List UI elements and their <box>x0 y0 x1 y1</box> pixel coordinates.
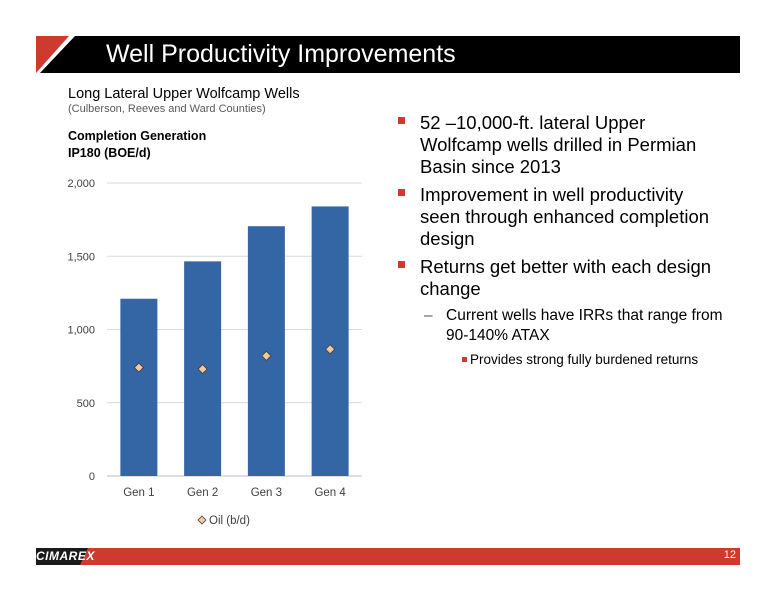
series-title-line1: Completion Generation <box>68 129 207 143</box>
chart-subtitle: (Culberson, Reeves and Ward Counties) <box>68 103 266 115</box>
bar <box>311 206 349 476</box>
bullet-item: Improvement in well productivity seen th… <box>398 184 728 250</box>
bullet-item: Returns get better with each design chan… <box>398 256 728 300</box>
bullet-marker-icon <box>398 117 405 124</box>
bullet-text: Improvement in well productivity seen th… <box>420 184 710 249</box>
bar <box>120 298 158 476</box>
sub-sub-bullet-text: Provides strong fully burdened returns <box>470 352 699 367</box>
title-bar: Well Productivity Improvements <box>36 36 740 73</box>
bullet-list: 52 –10,000-ft. lateral Upper Wolfcamp we… <box>398 112 728 369</box>
oil-marker <box>325 344 336 355</box>
chart-title: Long Lateral Upper Wolfcamp Wells <box>68 86 300 102</box>
title-accent-triangle <box>36 36 69 73</box>
bullet-item: 52 –10,000-ft. lateral Upper Wolfcamp we… <box>398 112 728 178</box>
bullet-text: 52 –10,000-ft. lateral Upper Wolfcamp we… <box>420 112 697 177</box>
sub-sub-bullet-item: Provides strong fully burdened returns <box>398 351 728 369</box>
legend-marker-icon <box>197 515 207 525</box>
bullet-marker-icon <box>398 189 405 196</box>
legend-label: Oil (b/d) <box>209 515 250 527</box>
series-title-line2: IP180 (BOE/d) <box>68 146 151 160</box>
sub-bullet-text: Current wells have IRRs that range from … <box>446 307 723 344</box>
oil-marker <box>197 363 208 375</box>
y-tick-label: 1,000 <box>67 325 95 337</box>
page-number: 12 <box>723 549 736 561</box>
footer-logo-background <box>36 548 88 565</box>
x-tick-label: Gen 3 <box>251 487 282 499</box>
series-title: Completion Generation IP180 (BOE/d) <box>68 128 206 162</box>
y-tick-label: 1,500 <box>67 251 95 263</box>
y-tick-label: 500 <box>77 398 95 410</box>
slide-title: Well Productivity Improvements <box>106 40 456 68</box>
bullet-text: Returns get better with each design chan… <box>420 256 712 299</box>
title-bar-background <box>40 36 740 73</box>
footer-bar: CIMAREX 12 <box>36 548 740 565</box>
bullet-marker-icon <box>462 357 467 362</box>
x-tick-label: Gen 1 <box>123 487 154 499</box>
oil-marker <box>261 350 272 361</box>
oil-marker <box>133 362 144 373</box>
x-tick-label: Gen 4 <box>314 487 346 499</box>
y-tick-label: 0 <box>89 471 95 483</box>
sub-bullet-item: – Current wells have IRRs that range fro… <box>398 306 728 346</box>
dash-marker-icon: – <box>424 307 433 324</box>
footer-bar-shape <box>36 548 740 565</box>
title-bar-shape <box>36 36 740 73</box>
company-logo: CIMAREX <box>36 549 95 563</box>
y-tick-label: 2,000 <box>67 178 95 190</box>
bullet-marker-icon <box>398 261 405 268</box>
x-tick-label: Gen 2 <box>187 487 218 499</box>
bar-chart: 0 500 1,000 1,500 2,000 Gen 1 Gen 2 Gen 3 Gen 4 O… <box>67 178 362 527</box>
footer-red-band <box>36 548 740 565</box>
